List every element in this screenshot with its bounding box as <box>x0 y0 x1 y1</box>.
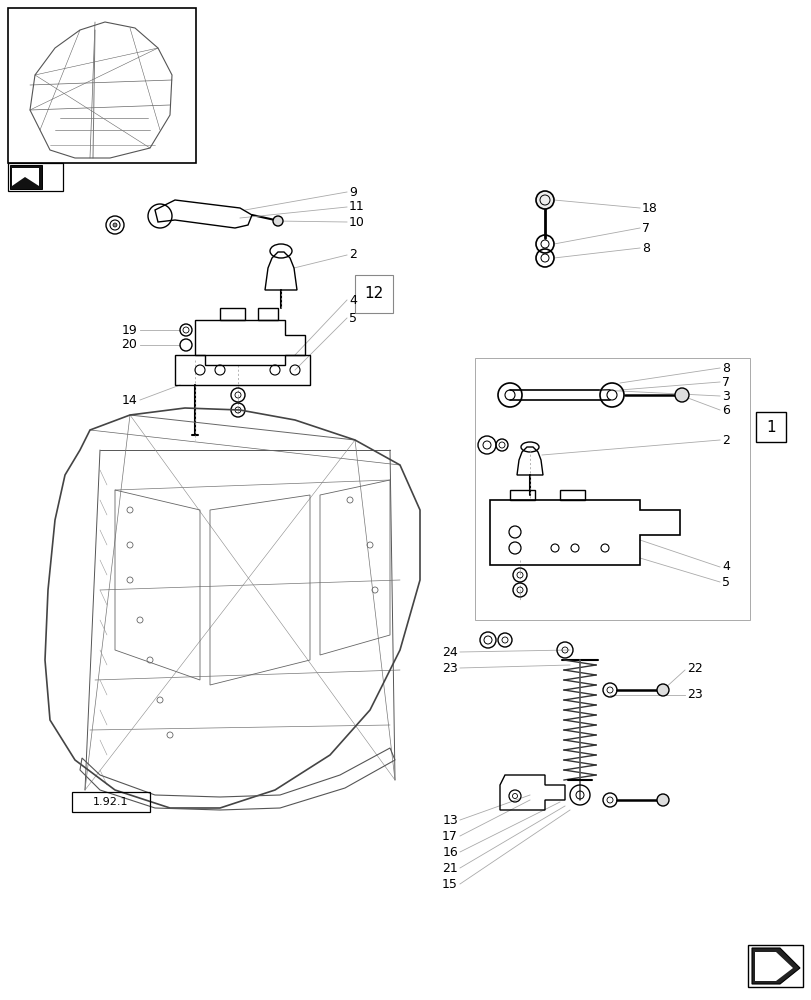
Text: 23: 23 <box>442 662 457 674</box>
Text: 1: 1 <box>766 420 775 434</box>
Circle shape <box>656 684 668 696</box>
Polygon shape <box>12 168 39 186</box>
Text: 1.92.1: 1.92.1 <box>93 797 129 807</box>
Polygon shape <box>10 165 42 189</box>
Polygon shape <box>751 948 799 984</box>
Text: 16: 16 <box>442 846 457 858</box>
Circle shape <box>272 216 283 226</box>
Text: 8: 8 <box>642 241 649 254</box>
Text: 4: 4 <box>721 560 729 574</box>
Bar <box>72 792 150 812</box>
Text: 23: 23 <box>686 688 702 702</box>
Text: 20: 20 <box>121 338 137 352</box>
Bar <box>474 358 749 620</box>
Text: 3: 3 <box>721 389 729 402</box>
Text: 5: 5 <box>721 576 729 588</box>
Text: 19: 19 <box>121 324 137 336</box>
Text: 18: 18 <box>642 202 657 215</box>
Text: 13: 13 <box>442 814 457 826</box>
Text: 21: 21 <box>442 861 457 874</box>
Text: 14: 14 <box>121 393 137 406</box>
Circle shape <box>674 388 689 402</box>
Bar <box>8 8 195 163</box>
Text: 17: 17 <box>441 830 457 842</box>
Circle shape <box>656 794 668 806</box>
Text: 24: 24 <box>442 646 457 658</box>
Bar <box>747 945 802 987</box>
Bar <box>354 275 393 313</box>
Circle shape <box>113 223 117 227</box>
Text: 12: 12 <box>364 286 383 302</box>
Text: 2: 2 <box>721 434 729 446</box>
Text: 22: 22 <box>686 662 702 674</box>
Text: 9: 9 <box>349 186 357 198</box>
Text: 4: 4 <box>349 294 357 306</box>
Bar <box>755 412 785 442</box>
Text: 10: 10 <box>349 216 364 229</box>
Text: 7: 7 <box>721 375 729 388</box>
Text: 2: 2 <box>349 248 357 261</box>
Text: 11: 11 <box>349 200 364 214</box>
Polygon shape <box>754 952 792 981</box>
Text: 8: 8 <box>721 361 729 374</box>
Text: 7: 7 <box>642 222 649 234</box>
Circle shape <box>535 191 553 209</box>
Bar <box>8 163 63 191</box>
Text: 15: 15 <box>441 878 457 890</box>
Text: 5: 5 <box>349 312 357 324</box>
Text: 6: 6 <box>721 403 729 416</box>
